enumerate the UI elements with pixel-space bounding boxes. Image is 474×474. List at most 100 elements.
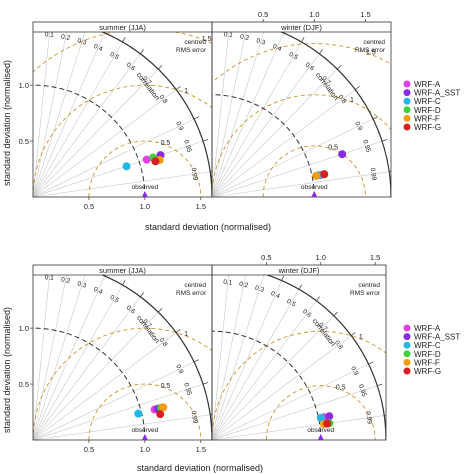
correlation-ray-0.95 [33, 383, 204, 440]
legend-swatch-wrf-a_sst [403, 333, 411, 341]
std-tick-label-1.5: 1.5 [370, 253, 380, 262]
correlation-tick-0.9 [368, 361, 374, 365]
correlation-tick-label-0.4: 0.4 [271, 43, 282, 53]
correlation-tick-label-0.7: 0.7 [320, 75, 332, 87]
correlation-tick-label-0.3: 0.3 [76, 37, 87, 47]
legend-swatch-wrf-g [403, 367, 411, 375]
panels-group: 0.511.50.1 0.2 0.30.40.50.60.70.80.90.950.… [19, 10, 392, 454]
correlation-ray-0.1 [212, 275, 229, 440]
rms-contour-1 [33, 327, 212, 440]
taylor-panel-2: 0.5 1 1.5 0.1 0.2 0.3 0.4 0.5 0.6 0.7 0.8 0.9 0.95 0.… [211, 10, 392, 198]
correlation-tick-label-0.99: 0.99 [364, 411, 373, 425]
panel-frame [211, 264, 387, 441]
rms-contour-label-1.5: 1.5 [366, 49, 376, 56]
correlation-ray-0.9 [212, 118, 374, 197]
std-tick-label-1.0: 1.0 [140, 445, 150, 454]
point-wrf-g [323, 419, 332, 428]
correlation-tick-label-0.95: 0.95 [361, 139, 372, 154]
correlation-tick-label-0.6: 0.6 [301, 308, 313, 319]
correlation-ray-0.99 [212, 415, 385, 440]
point-wrf-a_sst [325, 412, 334, 421]
correlation-tick-0.3 [264, 269, 266, 274]
correlation-tick-label-0.8: 0.8 [337, 94, 348, 106]
correlation-ray-0.7 [33, 311, 159, 440]
rms-legend-line-1: centred [184, 39, 206, 46]
std-tick-label-1.5: 1.5 [196, 202, 206, 211]
correlation-ray-0.2 [212, 275, 246, 440]
correlation-tick-label-0.1: 0.1 [223, 31, 233, 39]
rms-contour-label-0.5: 0.5 [336, 384, 346, 391]
correlation-tick-label-0.6: 0.6 [125, 61, 137, 72]
correlation-tick-label-0.2: 0.2 [60, 33, 71, 42]
legend-swatch-wrf-f [403, 114, 411, 122]
correlation-tick-0.99 [210, 414, 212, 416]
legend-swatch-wrf-f [403, 358, 411, 366]
correlation-ray-0.5 [33, 41, 123, 197]
legend-label-wrf-f: WRF-F [414, 358, 440, 367]
correlation-tick-0.8 [175, 329, 181, 333]
correlation-ray-0.99 [33, 414, 211, 440]
correlation-ray-0.5 [212, 289, 300, 440]
legend-label-wrf-d: WRF-D [414, 106, 441, 115]
correlation-tick-label-0.5: 0.5 [109, 294, 121, 305]
correlation-tick-0.8 [354, 86, 360, 90]
correlation-ray-0.6 [33, 296, 141, 440]
correlation-tick-0.8 [175, 86, 181, 90]
correlation-tick-0.95 [202, 139, 209, 142]
correlation-tick-label-0.2: 0.2 [238, 281, 249, 290]
rms-contour-label-1: 1 [350, 97, 354, 104]
std-tick-label-0.5: 0.5 [84, 445, 94, 454]
correlation-tick-0.5 [122, 37, 126, 43]
correlation-ray-0.3 [33, 275, 86, 440]
correlation-ray-0.6 [33, 53, 141, 197]
correlation-ray-0.95 [212, 140, 383, 197]
legend-label-wrf-d: WRF-D [414, 350, 441, 359]
correlation-ray-0.2 [212, 32, 246, 197]
correlation-ray-0.7 [212, 68, 338, 197]
rms-contour-0.5 [88, 383, 202, 440]
point-wrf-c [134, 409, 143, 418]
correlation-ray-0.9 [33, 118, 195, 197]
rms-contour-0.5 [88, 140, 202, 197]
correlation-ray-0.4 [212, 32, 284, 197]
correlation-ray-0.5 [33, 284, 123, 440]
correlation-tick-label-0.4: 0.4 [270, 290, 281, 300]
rms-legend-line-2: RMS error [355, 47, 386, 54]
correlation-ray-0.9 [33, 361, 195, 440]
outer-arc [279, 32, 391, 197]
legend-label-wrf-f: WRF-F [414, 114, 440, 123]
point-wrf-c [122, 162, 131, 171]
correlation-tick-label-0.95: 0.95 [182, 382, 193, 397]
legend-label-wrf-a_sst: WRF-A_SST [414, 333, 460, 342]
correlation-tick-label-0.6: 0.6 [304, 61, 316, 72]
rms-legend-line-1: centred [184, 282, 206, 289]
taylor-panel-3: 0.5 1 0.1 0.2 0.3 0.4 0.5 0.6 0.7 0.8 0.9 0.95 0.99 c… [19, 264, 213, 454]
correlation-tick-0.7 [158, 308, 163, 313]
correlation-tick-label-0.3: 0.3 [76, 280, 87, 290]
correlation-tick-0.9 [193, 116, 200, 120]
correlation-ray-0.7 [33, 68, 159, 197]
correlation-tick-label-0.3: 0.3 [254, 284, 265, 294]
std-ytick-label-1.0: 1.0 [19, 81, 29, 90]
std-ytick-label-1.0: 1.0 [19, 324, 29, 333]
legend-swatch-wrf-c [403, 341, 411, 349]
legend-swatch-wrf-g [403, 123, 411, 131]
legend-swatch-wrf-c [403, 97, 411, 105]
observed-label: observed [132, 427, 159, 434]
correlation-ray-0.2 [33, 275, 67, 440]
correlation-ray-0.4 [212, 280, 282, 440]
correlation-tick-0.5 [122, 280, 126, 286]
legend-label-wrf-a: WRF-A [414, 80, 441, 89]
correlation-tick-0.95 [381, 139, 388, 142]
correlation-tick-label-0.7: 0.7 [141, 318, 153, 330]
correlation-ray-0.6 [212, 300, 317, 440]
correlation-tick-label-0.8: 0.8 [158, 94, 169, 106]
correlation-tick-0.7 [337, 65, 342, 70]
correlation-tick-0.4 [281, 275, 285, 281]
correlation-tick-label-0.7: 0.7 [141, 75, 153, 87]
rms-legend-line-2: RMS error [350, 290, 381, 297]
reference-std-arc [212, 330, 322, 440]
